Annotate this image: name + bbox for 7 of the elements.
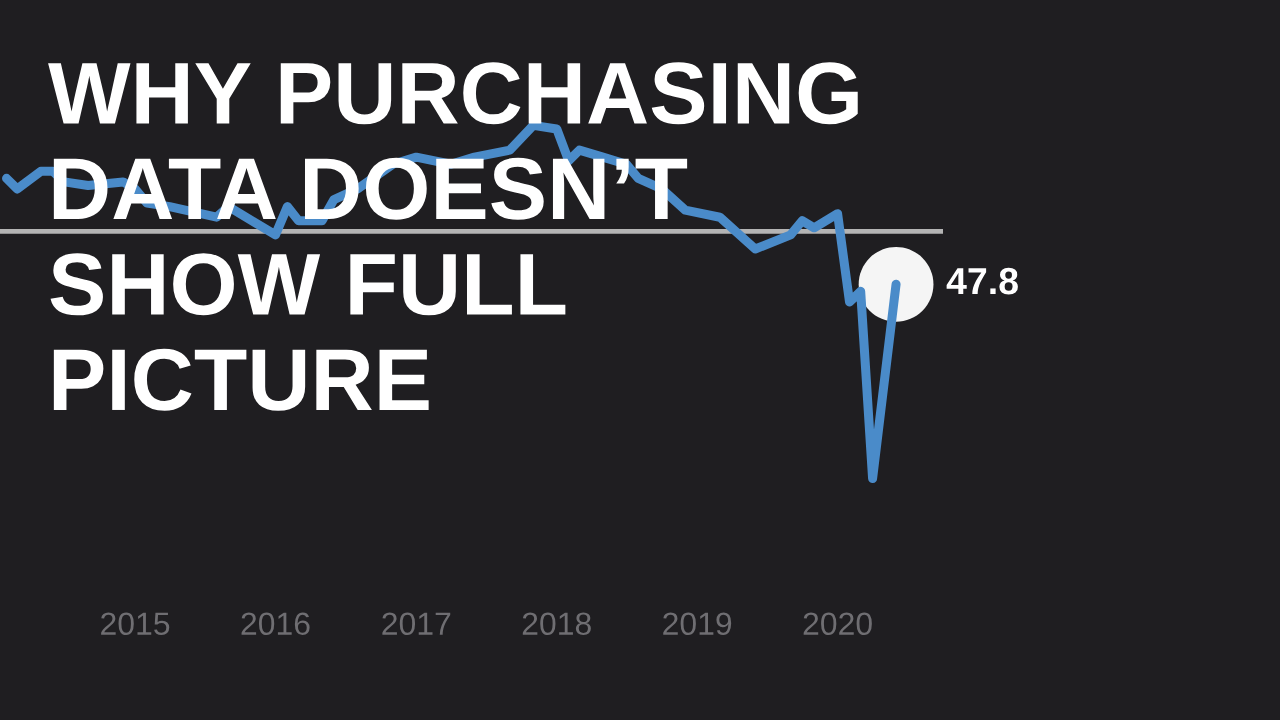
- x-tick-label: 2020: [803, 612, 872, 636]
- x-tick-label: 2019: [663, 612, 732, 636]
- x-tick-label: 2015: [101, 612, 170, 636]
- annotation: 47.8: [946, 267, 1018, 295]
- x-tick-label: 2017: [382, 612, 451, 636]
- x-tick-label: 2016: [241, 612, 310, 636]
- x-tick-label: 2018: [522, 612, 591, 636]
